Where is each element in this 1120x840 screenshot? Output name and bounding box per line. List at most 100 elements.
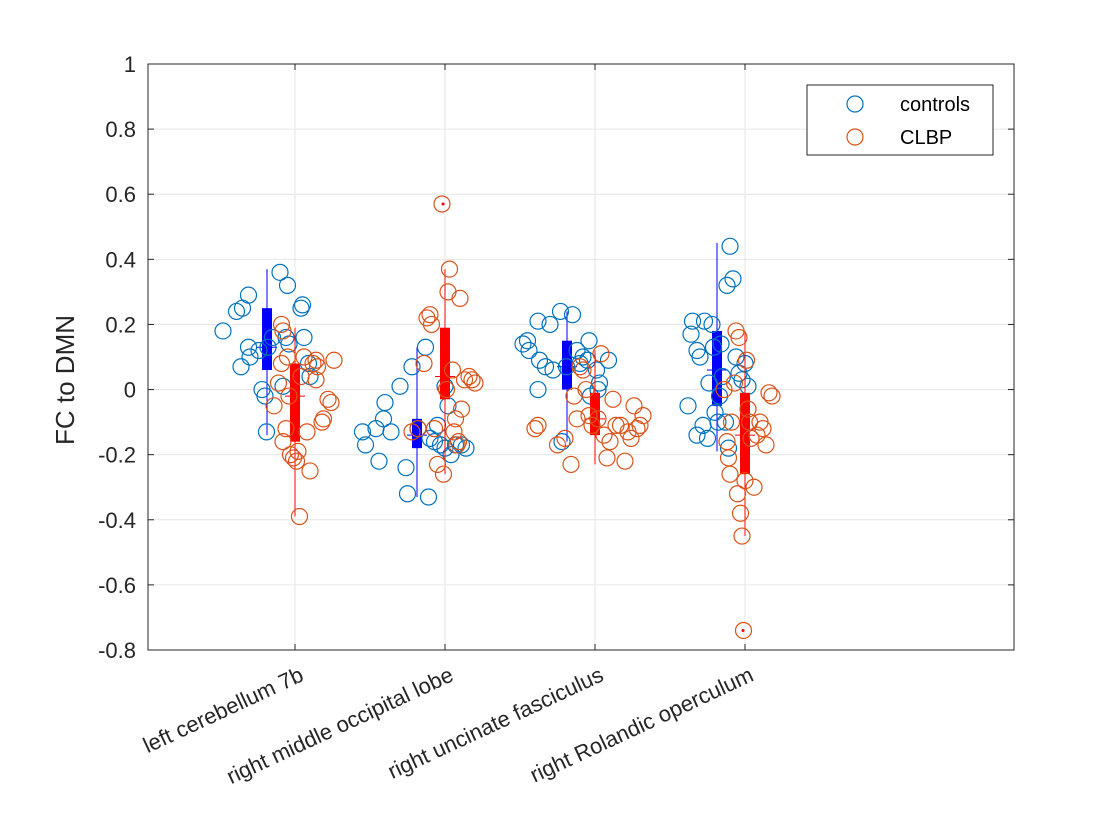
data-point — [442, 446, 460, 464]
outlier-dot — [441, 202, 445, 206]
data-point — [284, 449, 303, 467]
data-point — [433, 195, 451, 213]
data-point — [281, 446, 300, 464]
data-point — [557, 358, 576, 376]
data-point — [763, 387, 781, 405]
y-tick-label: 0.4 — [105, 247, 136, 272]
data-point — [298, 423, 316, 441]
data-point — [295, 328, 313, 347]
data-point — [271, 263, 289, 281]
legend: controls CLBP — [806, 84, 994, 156]
data-point — [314, 410, 333, 428]
data-point — [625, 397, 643, 415]
box-iqr — [290, 363, 300, 442]
data-point — [737, 351, 756, 369]
series-controls — [214, 237, 757, 506]
data-point — [553, 433, 571, 451]
data-point — [376, 393, 394, 412]
data-point — [604, 390, 622, 408]
data-point — [301, 462, 319, 480]
y-tick-label: -0.8 — [98, 638, 136, 663]
data-point — [745, 478, 763, 496]
data-layer — [214, 195, 781, 640]
y-axis-ticks: 1 0.8 0.6 0.4 0.2 0 -0.2 -0.4 -0.6 -0.8 — [98, 52, 1014, 663]
data-point — [704, 338, 723, 356]
data-point — [274, 322, 292, 340]
legend-marker-clbp — [846, 128, 864, 146]
data-point — [239, 338, 258, 356]
data-point — [709, 413, 727, 431]
data-point — [541, 315, 559, 334]
data-point — [449, 433, 468, 451]
data-point — [446, 410, 465, 428]
data-point — [734, 621, 753, 640]
data-point — [263, 328, 282, 347]
data-point — [353, 423, 372, 441]
data-point — [757, 436, 775, 454]
box-iqr — [440, 327, 450, 400]
data-point — [622, 429, 640, 447]
data-point — [698, 429, 717, 447]
data-point — [514, 335, 532, 353]
data-point — [688, 426, 706, 444]
data-point — [529, 312, 547, 330]
data-point — [269, 374, 288, 392]
data-point — [391, 377, 409, 395]
data-point — [437, 380, 456, 399]
data-point — [587, 361, 606, 379]
data-point — [403, 358, 421, 376]
data-point — [415, 354, 433, 373]
data-point — [580, 407, 598, 425]
data-point — [307, 351, 325, 369]
y-tick-label: -0.6 — [98, 573, 136, 598]
data-point — [716, 413, 735, 431]
data-point — [730, 328, 748, 347]
data-point — [682, 325, 700, 343]
data-point — [277, 420, 295, 438]
data-point — [580, 332, 598, 350]
data-point — [562, 455, 580, 474]
data-point — [440, 260, 459, 278]
data-point — [256, 387, 274, 405]
data-point — [295, 348, 313, 366]
box-iqr — [590, 392, 600, 436]
data-point — [715, 380, 733, 399]
data-point — [551, 302, 570, 321]
data-point — [434, 465, 453, 483]
data-point — [398, 485, 417, 503]
data-point — [397, 459, 415, 477]
data-point — [241, 348, 259, 366]
data-point — [289, 442, 307, 461]
y-tick-label: -0.4 — [98, 508, 136, 533]
data-point — [460, 367, 478, 386]
data-point — [589, 410, 607, 428]
data-point — [520, 341, 538, 360]
data-point — [272, 315, 291, 334]
data-point — [325, 351, 343, 369]
data-point — [518, 332, 537, 350]
data-point — [703, 315, 721, 334]
data-point — [563, 306, 582, 324]
data-point — [712, 335, 730, 353]
data-point — [754, 420, 772, 438]
data-point — [568, 341, 586, 360]
data-point — [634, 407, 652, 425]
data-point — [724, 270, 742, 288]
data-point — [290, 507, 309, 526]
data-point — [721, 465, 739, 483]
data-point — [695, 312, 714, 330]
data-point — [452, 436, 471, 454]
box-iqr — [562, 340, 572, 390]
data-point — [307, 371, 325, 389]
data-point — [421, 306, 439, 324]
data-point — [445, 423, 463, 441]
data-point — [568, 410, 586, 428]
data-point — [592, 345, 610, 363]
data-point — [463, 371, 481, 389]
data-point — [308, 358, 327, 376]
data-point — [370, 452, 388, 470]
data-point — [721, 237, 739, 255]
data-point — [733, 371, 751, 389]
data-point — [574, 361, 592, 379]
data-point — [319, 390, 337, 408]
